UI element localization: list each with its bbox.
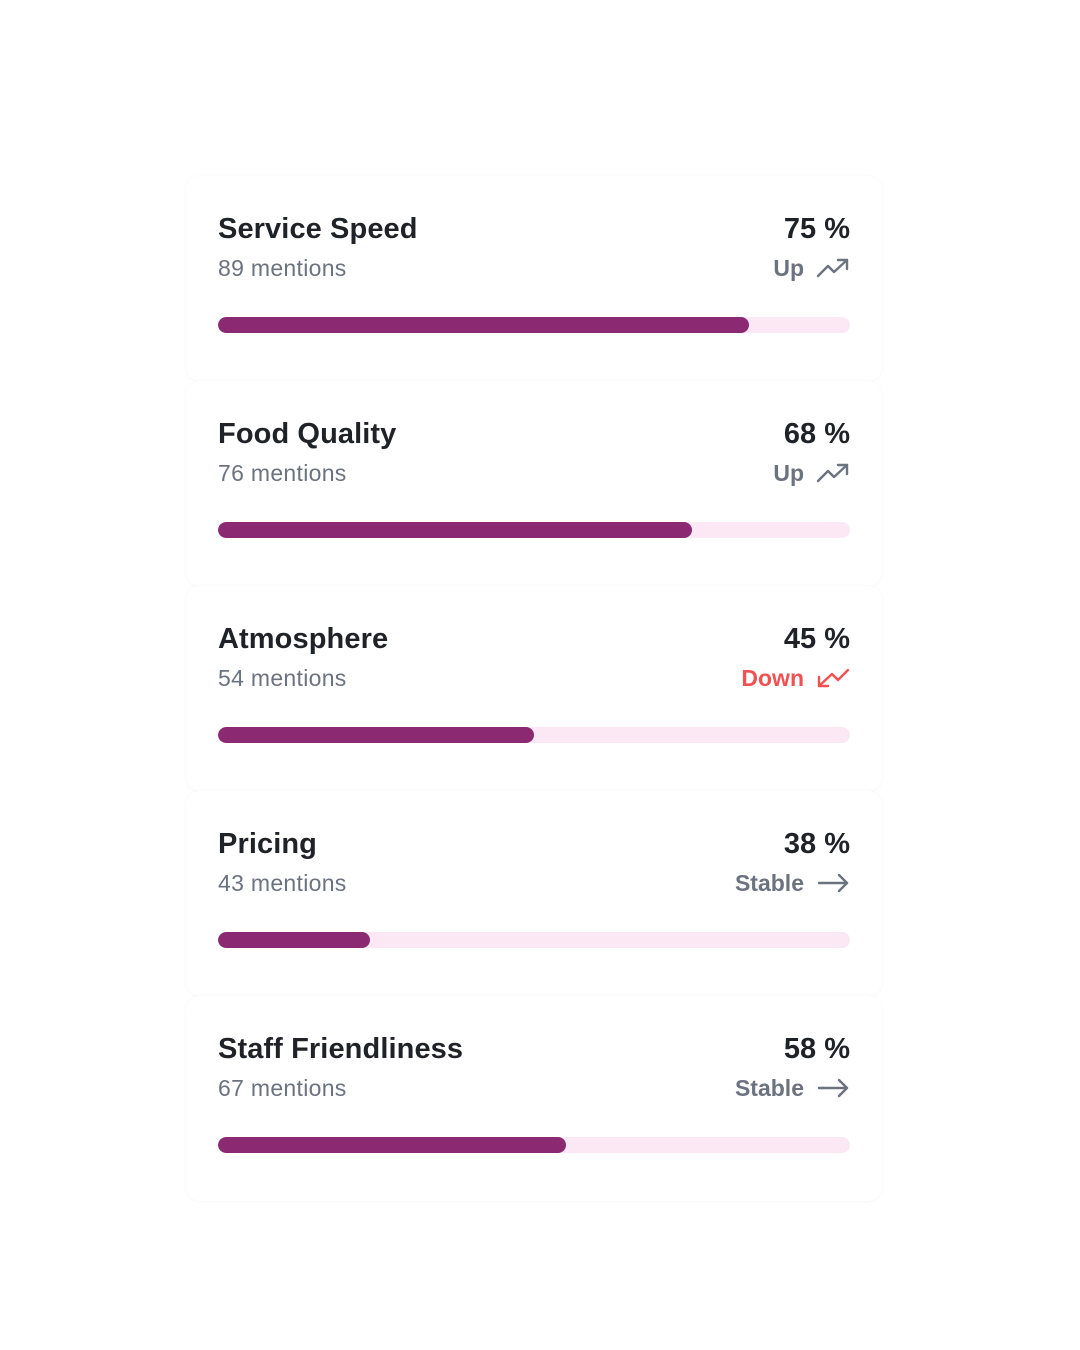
- metric-mentions: 43 mentions: [218, 870, 347, 896]
- trending-up-icon: [816, 462, 850, 484]
- metric-percent: 68 %: [783, 418, 850, 450]
- metric-percent: 38 %: [783, 828, 850, 860]
- progress-track: [218, 317, 850, 333]
- trend-indicator: Up: [773, 457, 850, 489]
- trend-indicator: Up: [773, 252, 850, 284]
- trend-label: Down: [741, 665, 804, 691]
- progress-track: [218, 727, 850, 743]
- metric-title: Atmosphere: [218, 623, 389, 655]
- metric-title: Pricing: [218, 828, 317, 860]
- metric-card-service-speed: Service Speed 89 mentions 75 % Up: [186, 176, 882, 381]
- metric-title: Staff Friendliness: [218, 1033, 464, 1065]
- progress-fill: [218, 727, 534, 743]
- progress-track: [218, 932, 850, 948]
- trending-down-icon: [816, 667, 850, 689]
- trend-indicator: Stable: [735, 1072, 850, 1104]
- trend-label: Stable: [734, 870, 804, 896]
- metric-title: Food Quality: [218, 418, 397, 450]
- progress-fill: [218, 932, 370, 948]
- metric-mentions: 67 mentions: [218, 1075, 347, 1101]
- progress-fill: [218, 317, 749, 333]
- progress-track: [218, 1137, 850, 1153]
- metric-card-pricing: Pricing 43 mentions 38 % Stable: [186, 791, 882, 996]
- metric-mentions: 76 mentions: [218, 460, 347, 486]
- progress-track: [218, 522, 850, 538]
- metric-mentions: 89 mentions: [218, 255, 347, 281]
- trending-up-icon: [816, 257, 850, 279]
- metric-percent: 58 %: [783, 1033, 850, 1065]
- trend-label: Stable: [734, 1075, 804, 1101]
- metrics-list: Service Speed 89 mentions 75 % Up: [186, 176, 882, 1201]
- trend-indicator: Down: [741, 662, 850, 694]
- metric-title: Service Speed: [218, 213, 418, 245]
- trend-label: Up: [773, 460, 804, 486]
- trend-indicator: Stable: [735, 867, 850, 899]
- trend-label: Up: [773, 255, 804, 281]
- progress-fill: [218, 522, 692, 538]
- progress-fill: [218, 1137, 566, 1153]
- metric-card-food-quality: Food Quality 76 mentions 68 % Up: [186, 381, 882, 586]
- metric-card-staff-friendliness: Staff Friendliness 67 mentions 58 % Stab…: [186, 996, 882, 1201]
- arrow-right-icon: [816, 1077, 850, 1099]
- arrow-right-icon: [816, 872, 850, 894]
- metric-mentions: 54 mentions: [218, 665, 347, 691]
- metric-percent: 75 %: [783, 213, 850, 245]
- metric-percent: 45 %: [783, 623, 850, 655]
- metric-card-atmosphere: Atmosphere 54 mentions 45 % Down: [186, 586, 882, 791]
